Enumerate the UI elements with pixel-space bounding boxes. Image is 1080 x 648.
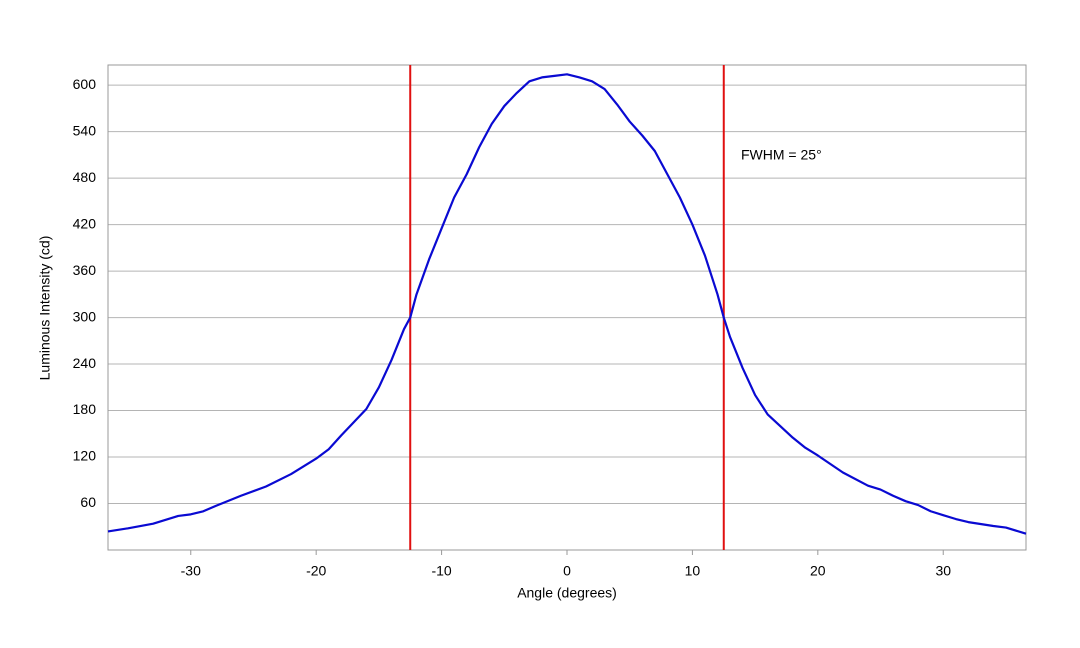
- y-tick-label: 60: [80, 494, 96, 510]
- x-tick-label: -30: [181, 563, 201, 579]
- y-tick-label: 240: [73, 355, 97, 371]
- x-axis-label: Angle (degrees): [517, 585, 617, 601]
- y-tick-label: 540: [73, 122, 97, 138]
- y-tick-label: 120: [73, 448, 97, 464]
- y-tick-label: 420: [73, 215, 97, 231]
- x-tick-label: 10: [685, 563, 701, 579]
- data-line: [107, 73, 1027, 535]
- x-tick-label: -20: [306, 563, 326, 579]
- y-tick-label: 180: [73, 401, 97, 417]
- x-tick-label: 20: [810, 563, 826, 579]
- annotation: FWHM = 25°: [741, 147, 822, 163]
- y-tick-label: 600: [73, 76, 97, 92]
- x-tick-label: 30: [935, 563, 951, 579]
- y-tick-label: 360: [73, 262, 97, 278]
- y-axis-label: Luminous Intensity (cd): [37, 236, 53, 381]
- x-tick-label: -10: [431, 563, 451, 579]
- x-tick-label: 0: [563, 563, 571, 579]
- plot-frame: [107, 64, 1027, 551]
- y-tick-label: 480: [73, 169, 97, 185]
- y-tick-label: 300: [73, 308, 97, 324]
